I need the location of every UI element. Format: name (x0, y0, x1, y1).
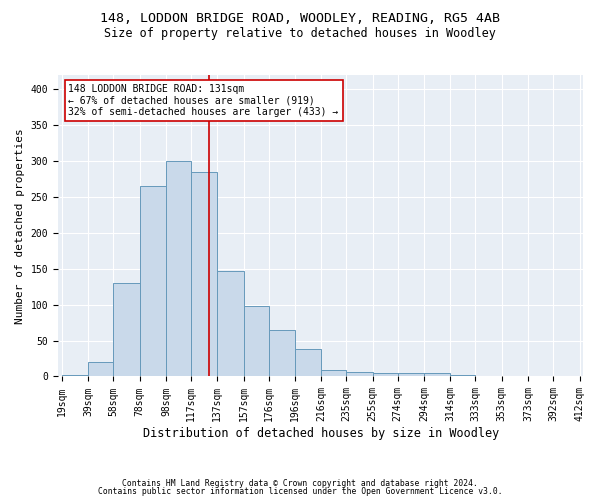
Text: 148 LODDON BRIDGE ROAD: 131sqm
← 67% of detached houses are smaller (919)
32% of: 148 LODDON BRIDGE ROAD: 131sqm ← 67% of … (68, 84, 338, 117)
Text: 148, LODDON BRIDGE ROAD, WOODLEY, READING, RG5 4AB: 148, LODDON BRIDGE ROAD, WOODLEY, READIN… (100, 12, 500, 26)
Bar (62, 375, 88, 376)
Bar (88, 362, 113, 376)
Bar (398, 373, 424, 376)
Bar (346, 372, 373, 376)
Text: Contains HM Land Registry data © Crown copyright and database right 2024.: Contains HM Land Registry data © Crown c… (122, 478, 478, 488)
Bar (191, 172, 217, 376)
Y-axis label: Number of detached properties: Number of detached properties (15, 128, 25, 324)
Bar (244, 306, 269, 376)
Bar (322, 370, 346, 376)
Text: Contains public sector information licensed under the Open Government Licence v3: Contains public sector information licen… (98, 487, 502, 496)
Bar (269, 330, 295, 376)
Bar (113, 283, 140, 376)
Text: Size of property relative to detached houses in Woodley: Size of property relative to detached ho… (104, 28, 496, 40)
X-axis label: Distribution of detached houses by size in Woodley: Distribution of detached houses by size … (143, 427, 499, 440)
Bar (295, 349, 322, 376)
Bar (373, 373, 398, 376)
Bar (140, 186, 166, 376)
Bar (217, 271, 244, 376)
Bar (424, 373, 451, 376)
Bar (451, 375, 475, 376)
Bar (166, 161, 191, 376)
